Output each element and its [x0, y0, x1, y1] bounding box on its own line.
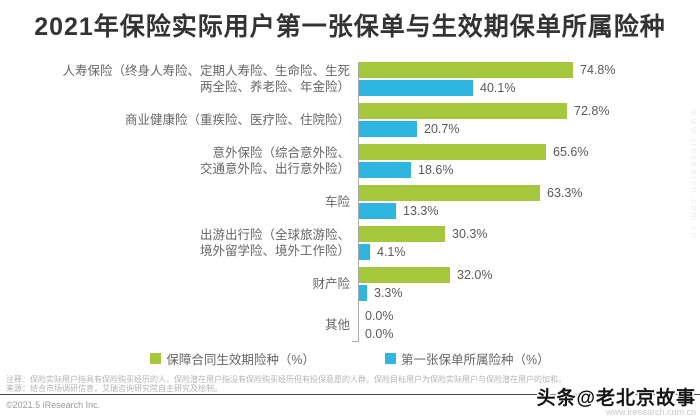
effective-policy-bar [358, 267, 450, 283]
first-policy-bar [358, 162, 411, 178]
bar-value-label: 72.8% [574, 104, 610, 118]
first-policy-bar [358, 121, 417, 137]
category-label-line: 财产险 [312, 277, 350, 291]
bar-row: 0.0% [358, 308, 394, 324]
bar-value-label: 32.0% [457, 268, 493, 282]
bar-row: 18.6% [358, 162, 588, 178]
chart-group: 车险 63.3% 13.3% [20, 185, 615, 219]
bar-value-label: 3.3% [374, 286, 403, 300]
bar-row: 0.0% [358, 326, 394, 342]
bar-value-label: 18.6% [418, 163, 454, 177]
chart-group: 商业健康险（重疾险、医疗险、住院险） 72.8% 20.7% [20, 103, 615, 137]
bar-value-label: 0.0% [365, 327, 394, 341]
copyright-text: ©2021.5 iResearch Inc. [6, 400, 101, 410]
watermark: 头条@老北京故事 www.iresearch.com.cn [536, 383, 696, 417]
bar-value-label: 13.3% [403, 204, 439, 218]
watermark-site-url: www.iresearch.com.cn [605, 407, 696, 417]
legend-swatch-first-icon [385, 353, 396, 364]
category-label: 出游出行险（全球旅游险、 境外留学险、境外工作险） [20, 226, 358, 260]
first-policy-bar [358, 203, 396, 219]
axis-line [358, 62, 359, 342]
chart-group: 出游出行险（全球旅游险、 境外留学险、境外工作险） 30.3% 4.1% [20, 226, 615, 260]
legend-item-first-policy: 第一张保单所属险种（%） [385, 349, 550, 368]
first-policy-bar [358, 80, 473, 96]
chart-group: 意外保险（综合意外险、交通意外险、出行意外险） 65.6% 18.6% [20, 144, 615, 178]
first-policy-bar [358, 244, 370, 260]
group-bars: 32.0% 3.3% [358, 267, 492, 301]
bar-row: 63.3% [358, 185, 582, 201]
bar-row: 30.3% [358, 226, 487, 242]
axis-tick [352, 341, 359, 342]
category-label: 其他 [20, 308, 358, 342]
category-label: 车险 [20, 185, 358, 219]
bar-value-label: 30.3% [452, 227, 488, 241]
chart-group: 人寿保险（终身人寿险、定期人寿险、生命险、生死 两全险、养老险、年金险） 74.8%… [20, 62, 615, 96]
category-label: 商业健康险（重疾险、医疗险、住院险） [20, 103, 358, 137]
bar-row: 4.1% [358, 244, 487, 260]
legend-label-first: 第一张保单所属险种（%） [401, 353, 550, 367]
chart-group: 其他 0.0% 0.0% [20, 308, 615, 342]
bar-value-label: 4.1% [377, 245, 406, 259]
category-label-line: 人寿保险（终身人寿险、定期人寿险、生命险、生死 [62, 64, 350, 78]
category-label-line: 其他 [324, 318, 350, 332]
effective-policy-bar [358, 144, 546, 160]
bar-row: 20.7% [358, 121, 609, 137]
bar-value-label: 40.1% [480, 81, 516, 95]
category-label: 财产险 [20, 267, 358, 301]
category-label-line: 境外留学险、境外工作险） [199, 244, 350, 258]
category-label-line: 商业健康险（重疾险、医疗险、住院险） [124, 113, 350, 127]
effective-policy-bar [358, 185, 540, 201]
effective-policy-bar [358, 62, 573, 78]
bar-row: 32.0% [358, 267, 492, 283]
bar-row: 3.3% [358, 285, 492, 301]
footnote-annotation: 注释：保险实际用户指具有保险购买经历的人，保险潜在用户指没有保险购买经历但有投保… [6, 375, 566, 384]
bar-value-label: 20.7% [424, 122, 460, 136]
bar-row: 13.3% [358, 203, 582, 219]
group-bars: 0.0% 0.0% [358, 308, 394, 342]
group-bars: 72.8% 20.7% [358, 103, 609, 137]
category-label-line: 交通意外险、出行意外险） [199, 162, 350, 176]
category-label-line: 两全险、养老险、年金险） [199, 80, 350, 94]
group-bars: 63.3% 13.3% [358, 185, 582, 219]
bar-value-label: 63.3% [547, 186, 583, 200]
chart-group: 财产险 32.0% 3.3% [20, 267, 615, 301]
footer-divider [0, 394, 700, 395]
bar-row: 74.8% [358, 62, 615, 78]
bar-row: 65.6% [358, 144, 588, 160]
effective-policy-bar [358, 103, 567, 119]
group-bars: 30.3% 4.1% [358, 226, 487, 260]
first-policy-bar [358, 285, 367, 301]
category-label-line: 车险 [324, 195, 350, 209]
legend: 保障合同生效期险种（%） 第一张保单所属险种（%） [0, 349, 700, 368]
bar-row: 40.1% [358, 80, 615, 96]
watermark-text: 头条@老北京故事 [536, 388, 696, 409]
effective-policy-bar [358, 226, 445, 242]
category-label: 意外保险（综合意外险、交通意外险、出行意外险） [20, 144, 358, 178]
legend-item-effective-policy: 保障合同生效期险种（%） [150, 349, 315, 368]
legend-swatch-effective-icon [150, 353, 162, 364]
footnote-source: 来源：结合市场调研信息，艾瑞咨询研究院自主研究及绘制。 [6, 384, 222, 393]
bar-value-label: 74.8% [580, 63, 616, 77]
bar-value-label: 0.0% [365, 309, 394, 323]
bar-value-label: 65.6% [553, 145, 589, 159]
chart-title: 2021年保险实际用户第一张保单与生效期保单所属险种 [34, 13, 666, 41]
group-bars: 65.6% 18.6% [358, 144, 588, 178]
category-label-line: 出游出行险（全球旅游险、 [199, 228, 350, 242]
legend-label-effective: 保障合同生效期险种（%） [166, 353, 315, 367]
chart-area: 人寿保险（终身人寿险、定期人寿险、生命险、生死 两全险、养老险、年金险） 74.8%… [20, 62, 615, 342]
side-watermark-url: www.iresearch.com.cn [689, 110, 699, 241]
group-bars: 74.8% 40.1% [358, 62, 615, 96]
bar-row: 72.8% [358, 103, 609, 119]
category-label-line: 意外保险（综合意外险、 [212, 146, 350, 160]
category-label: 人寿保险（终身人寿险、定期人寿险、生命险、生死两全险、养老险、年金险） [20, 62, 358, 96]
